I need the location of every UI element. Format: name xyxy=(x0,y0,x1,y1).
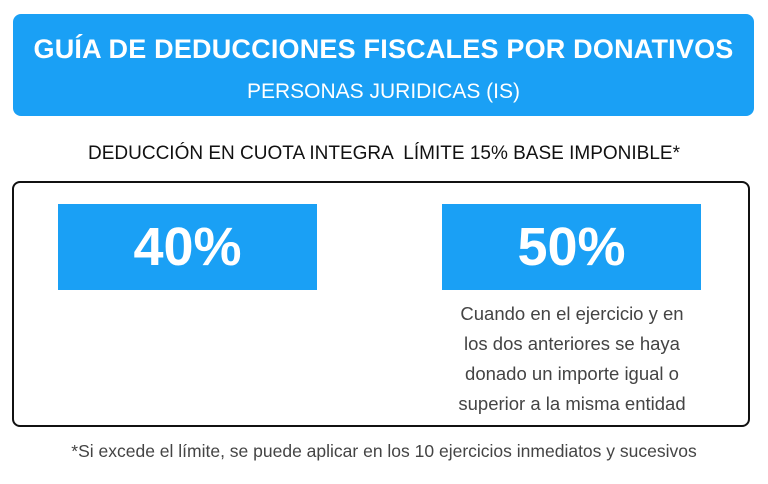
page-title: GUÍA DE DEDUCCIONES FISCALES POR DONATIV… xyxy=(33,34,734,64)
condition-line: Cuando en el ejercicio y en xyxy=(460,303,684,324)
rate-50-badge: 50% xyxy=(442,204,701,290)
rate-50-condition: Cuando en el ejercicio y en los dos ante… xyxy=(434,299,710,419)
deduction-panel: 40% 50% Cuando en el ejercicio y en los … xyxy=(12,181,750,427)
condition-line: superior a la misma entidad xyxy=(458,393,686,414)
rate-40-badge: 40% xyxy=(58,204,317,290)
page-subtitle: PERSONAS JURIDICAS (IS) xyxy=(246,80,521,103)
condition-line: donado un importe igual o xyxy=(465,363,679,384)
condition-line: los dos anteriores se haya xyxy=(464,333,680,354)
section-heading: DEDUCCIÓN EN CUOTA INTEGRA LÍMITE 15% BA… xyxy=(88,143,680,164)
header-banner: GUÍA DE DEDUCCIONES FISCALES POR DONATIV… xyxy=(13,14,754,116)
footnote: *Si excede el límite, se puede aplicar e… xyxy=(71,441,697,461)
